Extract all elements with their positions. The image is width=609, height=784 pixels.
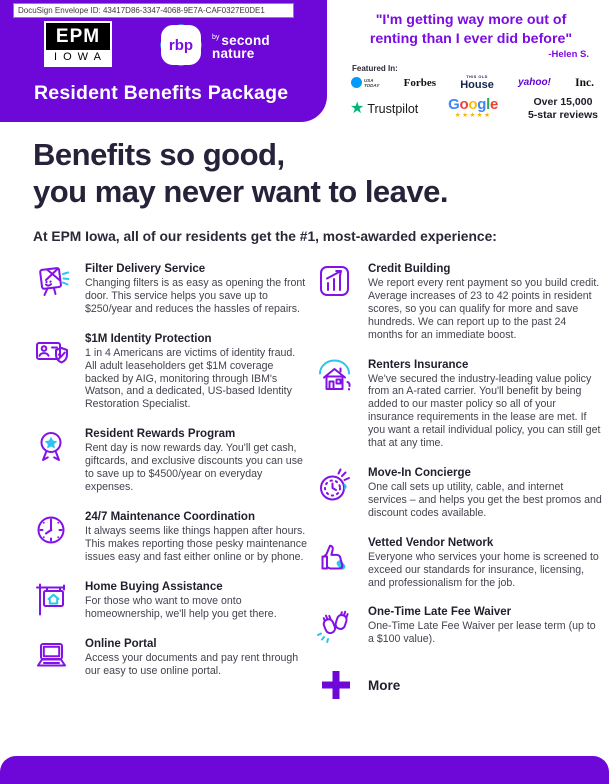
google-stars-icon: ★★★★★ <box>454 112 492 119</box>
clock-icon <box>33 511 73 551</box>
plus-icon <box>316 665 356 705</box>
usa-today-logo: USA TODAY <box>351 77 379 88</box>
benefit-item-move-in-concierge: Move-In Concierge One call sets up utili… <box>316 467 602 520</box>
identity-protection-icon <box>33 333 73 373</box>
benefit-item-online-portal: Online Portal Access your documents and … <box>33 638 309 678</box>
epm-iowa-logo: EPM IOWA <box>44 21 112 67</box>
rewards-medal-icon <box>33 428 73 468</box>
trustpilot-wordmark: Trustpilot <box>367 101 419 116</box>
benefit-item-vetted-vendor: Vetted Vendor Network Everyone who servi… <box>316 537 602 590</box>
benefit-item-credit-building: Credit Building We report every rent pay… <box>316 263 602 342</box>
google-logo: Google ★★★★★ <box>448 96 499 119</box>
benefit-description: For those who want to move onto homeowne… <box>85 594 277 620</box>
benefits-column-left: Filter Delivery Service Changing filters… <box>33 263 309 678</box>
benefit-description: Access your documents and pay rent throu… <box>85 651 299 677</box>
docusign-envelope-id: DocuSign Envelope ID: 43417D86-3347-4068… <box>18 6 265 15</box>
benefit-description: It always seems like things happen after… <box>85 524 307 563</box>
page-title: Benefits so good, you may never want to … <box>33 136 449 210</box>
benefit-title: Resident Rewards Program <box>85 428 236 441</box>
benefit-title: Credit Building <box>368 263 451 275</box>
reviews-row: ★ Trustpilot Google ★★★★★ Over 15,000 5-… <box>350 96 598 121</box>
headline-line-1: Benefits so good, <box>33 137 285 172</box>
usa-today-text: USA TODAY <box>364 77 380 88</box>
clapping-hands-icon <box>316 606 356 646</box>
by-label: by <box>212 33 220 41</box>
header-banner: EPM IOWA rbp by second nature Resident Be… <box>0 0 327 122</box>
this-old-house-logo: THIS OLD House <box>460 75 494 91</box>
benefit-description: One call sets up utility, cable, and int… <box>368 480 602 519</box>
benefit-title: Move-In Concierge <box>368 466 471 479</box>
docusign-envelope-bar: DocuSign Envelope ID: 43417D86-3347-4068… <box>13 3 294 18</box>
banner-title: Resident Benefits Package <box>34 82 289 104</box>
benefit-description: Changing filters is as easy as opening t… <box>85 277 306 315</box>
epm-logo-text: EPM <box>46 23 110 50</box>
more-row: More <box>316 665 602 705</box>
inc-logo: Inc. <box>575 76 594 89</box>
insured-house-icon <box>316 359 356 399</box>
footer-band <box>0 756 609 784</box>
brand-word-2: nature <box>212 45 255 61</box>
quote-line-2: renting than I ever did before" <box>369 30 573 47</box>
benefit-item-maintenance: 24/7 Maintenance Coordination It always … <box>33 511 309 564</box>
benefit-description: Everyone who services your home is scree… <box>368 550 599 589</box>
benefit-title: 24/7 Maintenance Coordination <box>85 510 255 523</box>
benefit-title: Vetted Vendor Network <box>368 536 494 549</box>
benefit-title: One-Time Late Fee Waiver <box>368 606 512 619</box>
yahoo-logo: yahoo! <box>518 77 551 88</box>
benefit-item-identity-protection: $1M Identity Protection 1 in 4 Americans… <box>33 333 309 412</box>
headline-line-2: you may never want to leave. <box>33 174 449 209</box>
benefit-title: Filter Delivery Service <box>85 263 206 275</box>
google-wordmark: Google <box>448 96 499 113</box>
benefit-item-late-fee-waiver: One-Time Late Fee Waiver One-Time Late F… <box>316 606 602 646</box>
more-label: More <box>368 677 401 693</box>
benefits-column-right: Credit Building We report every rent pay… <box>316 263 602 705</box>
rbp-badge-icon: rbp <box>156 20 206 70</box>
review-summary: Over 15,000 5-star reviews <box>527 96 598 121</box>
filter-delivery-icon <box>33 263 73 303</box>
concierge-dial-icon <box>316 467 356 507</box>
page-subtitle: At EPM Iowa, all of our residents get th… <box>33 229 497 244</box>
epm-logo-subtext: IOWA <box>54 51 107 63</box>
trustpilot-star-icon: ★ <box>350 99 365 117</box>
benefit-item-filter-delivery: Filter Delivery Service Changing filters… <box>33 263 309 316</box>
benefit-description: We've secured the industry-leading value… <box>368 372 601 450</box>
benefit-description: 1 in 4 Americans are victims of identity… <box>85 346 296 411</box>
featured-in-label: Featured In: <box>352 64 398 73</box>
usa-today-circle-icon <box>351 77 362 88</box>
benefit-title: Renters Insurance <box>368 358 469 371</box>
rbp-abbr: rbp <box>161 25 201 65</box>
testimonial-attribution: -Helen S. <box>548 49 589 60</box>
benefit-title: Home Buying Assistance <box>85 580 223 593</box>
trustpilot-logo: ★ Trustpilot <box>350 99 419 117</box>
benefit-description: We report every rent payment so you buil… <box>368 277 600 341</box>
second-nature-wordmark: by second nature <box>212 31 270 60</box>
featured-logos-row: USA TODAY Forbes THIS OLD House yahoo! I… <box>351 75 594 91</box>
benefit-item-home-buying: Home Buying Assistance For those who wan… <box>33 581 309 621</box>
home-sign-icon <box>33 581 73 621</box>
thumbs-up-icon <box>316 537 356 577</box>
laptop-icon <box>33 638 73 678</box>
benefit-description: Rent day is now rewards day. You'll get … <box>85 442 303 493</box>
testimonial-quote: "I'm getting way more out of renting tha… <box>345 11 597 48</box>
quote-line-1: "I'm getting way more out of <box>375 12 567 28</box>
benefit-title: $1M Identity Protection <box>85 332 212 345</box>
benefit-item-renters-insurance: Renters Insurance We've secured the indu… <box>316 359 602 450</box>
credit-chart-icon <box>316 263 356 303</box>
benefit-item-resident-rewards: Resident Rewards Program Rent day is now… <box>33 428 309 494</box>
forbes-logo: Forbes <box>403 76 436 89</box>
benefit-description: One-Time Late Fee Waiver per lease term … <box>368 620 596 646</box>
rbp-second-nature-logo: rbp by second nature <box>156 20 270 70</box>
brand-word-1: second <box>221 32 270 48</box>
benefit-title: Online Portal <box>85 637 157 650</box>
